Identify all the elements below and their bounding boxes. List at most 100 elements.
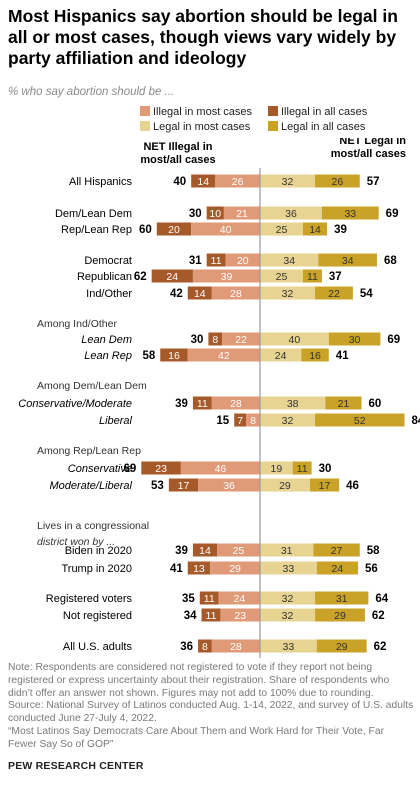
report-title: “Most Latinos Say Democrats Care About T… <box>8 725 384 750</box>
value-label-illegal-all: 11 <box>206 610 217 622</box>
net-legal-value: 62 <box>372 610 385 622</box>
value-label-illegal-most: 42 <box>218 350 230 362</box>
value-label-illegal-most: 8 <box>250 415 256 427</box>
value-label-illegal-all: 14 <box>194 288 206 300</box>
bar-legal-all <box>315 174 360 188</box>
value-label-legal-most: 34 <box>283 255 295 267</box>
value-label-illegal-most: 46 <box>215 463 227 475</box>
bar-illegal-most <box>215 174 260 188</box>
value-label-illegal-all: 11 <box>204 593 215 605</box>
value-label-illegal-most: 23 <box>234 610 246 622</box>
bar-illegal-most <box>211 639 260 653</box>
row-label: Republican <box>77 271 132 283</box>
row-label: Moderate/Liberal <box>49 480 132 492</box>
bar-legal-all <box>315 608 365 622</box>
bar-legal-all <box>321 206 379 220</box>
legend-label-illegal-all: Illegal in all cases <box>281 106 368 118</box>
group-header: Among Dem/Lean Dem <box>37 380 147 392</box>
row-label: Lean Dem <box>81 334 132 346</box>
value-label-illegal-most: 40 <box>220 224 232 236</box>
row-label: Ind/Other <box>86 288 132 300</box>
value-label-legal-all: 22 <box>328 288 340 300</box>
value-label-illegal-most: 22 <box>235 334 247 346</box>
bar-illegal-most <box>210 561 260 575</box>
value-label-legal-all: 21 <box>338 398 350 410</box>
net-illegal-value: 58 <box>142 350 155 362</box>
bar-legal-all <box>301 348 329 362</box>
net-legal-value: 56 <box>365 563 378 575</box>
row-label: Liberal <box>99 415 133 427</box>
net-illegal-value: 30 <box>189 208 202 220</box>
value-label-illegal-most: 28 <box>230 398 242 410</box>
value-label-legal-most: 19 <box>270 463 282 475</box>
value-label-illegal-most: 36 <box>223 480 235 492</box>
bar-illegal-all <box>160 348 188 362</box>
group-header: Among Ind/Other <box>37 318 117 330</box>
bar-legal-all <box>303 222 328 236</box>
net-illegal-value: 62 <box>134 271 147 283</box>
bar-illegal-most <box>217 543 260 557</box>
bar-legal-all <box>318 253 377 267</box>
bar-legal-most <box>260 348 302 362</box>
value-label-legal-most: 25 <box>276 271 288 283</box>
bar-illegal-all <box>234 413 247 427</box>
bar-illegal-all <box>187 286 212 300</box>
footer-brand: PEW RESEARCH CENTER <box>8 760 144 772</box>
group-header: Lives in a congressional <box>37 520 149 532</box>
net-legal-value: 30 <box>319 463 332 475</box>
bar-legal-most <box>260 561 317 575</box>
value-label-illegal-all: 8 <box>212 334 218 346</box>
value-label-illegal-all: 14 <box>197 176 209 188</box>
value-label-illegal-most: 20 <box>237 255 249 267</box>
bar-legal-all <box>316 639 367 653</box>
bar-illegal-most <box>220 608 260 622</box>
bar-legal-most <box>260 608 316 622</box>
legend-illegal-all: Illegal in all cases <box>268 106 367 118</box>
bar-legal-all <box>315 591 369 605</box>
row-label: Registered voters <box>46 593 133 605</box>
bar-illegal-all <box>206 206 224 220</box>
legend-illegal-most: Illegal in most cases <box>140 106 252 118</box>
value-label-legal-all: 31 <box>336 593 348 605</box>
value-label-illegal-all: 8 <box>202 641 208 653</box>
bar-legal-most <box>260 174 316 188</box>
row-label: Conservative/Moderate <box>18 398 132 410</box>
bar-legal-all <box>315 286 353 300</box>
net-legal-value: 84 <box>411 415 420 427</box>
bar-legal-all <box>315 413 405 427</box>
value-label-legal-all: 11 <box>307 271 318 283</box>
bar-legal-most <box>260 332 329 346</box>
value-label-illegal-all: 7 <box>237 415 243 427</box>
bar-illegal-most <box>218 591 260 605</box>
bar-legal-most <box>260 413 316 427</box>
value-label-legal-most: 36 <box>285 208 297 220</box>
net-legal-header-line1: NET Legal in <box>339 138 406 147</box>
group-header-line2: district won by ... <box>37 536 115 548</box>
bar-illegal-all <box>206 253 226 267</box>
value-label-illegal-all: 14 <box>199 545 211 557</box>
row-label: Not registered <box>63 610 132 622</box>
bar-illegal-all <box>156 222 192 236</box>
net-legal-value: 69 <box>386 208 399 220</box>
row-label: Biden in 2020 <box>65 545 132 557</box>
value-label-illegal-most: 29 <box>229 563 241 575</box>
value-label-legal-all: 29 <box>334 610 346 622</box>
net-illegal-value: 34 <box>184 610 197 622</box>
legend-swatch-legal-most <box>140 121 150 131</box>
net-illegal-header-line2: most/all cases <box>140 154 215 166</box>
bar-legal-most <box>260 591 316 605</box>
net-illegal-value: 60 <box>139 224 152 236</box>
net-illegal-value: 40 <box>173 176 186 188</box>
bar-legal-all <box>303 269 322 283</box>
bar-legal-all <box>309 478 340 492</box>
net-illegal-value: 36 <box>180 641 193 653</box>
legend-swatch-legal-all <box>268 121 278 131</box>
row-label: Rep/Lean Rep <box>61 224 132 236</box>
net-illegal-value: 15 <box>216 415 229 427</box>
value-label-legal-all: 27 <box>331 545 343 557</box>
value-label-legal-most: 32 <box>282 593 294 605</box>
value-label-legal-all: 34 <box>342 255 354 267</box>
row-label: Dem/Lean Dem <box>55 208 132 220</box>
net-legal-header-line2: most/all cases <box>331 148 406 160</box>
net-illegal-value: 31 <box>189 255 202 267</box>
